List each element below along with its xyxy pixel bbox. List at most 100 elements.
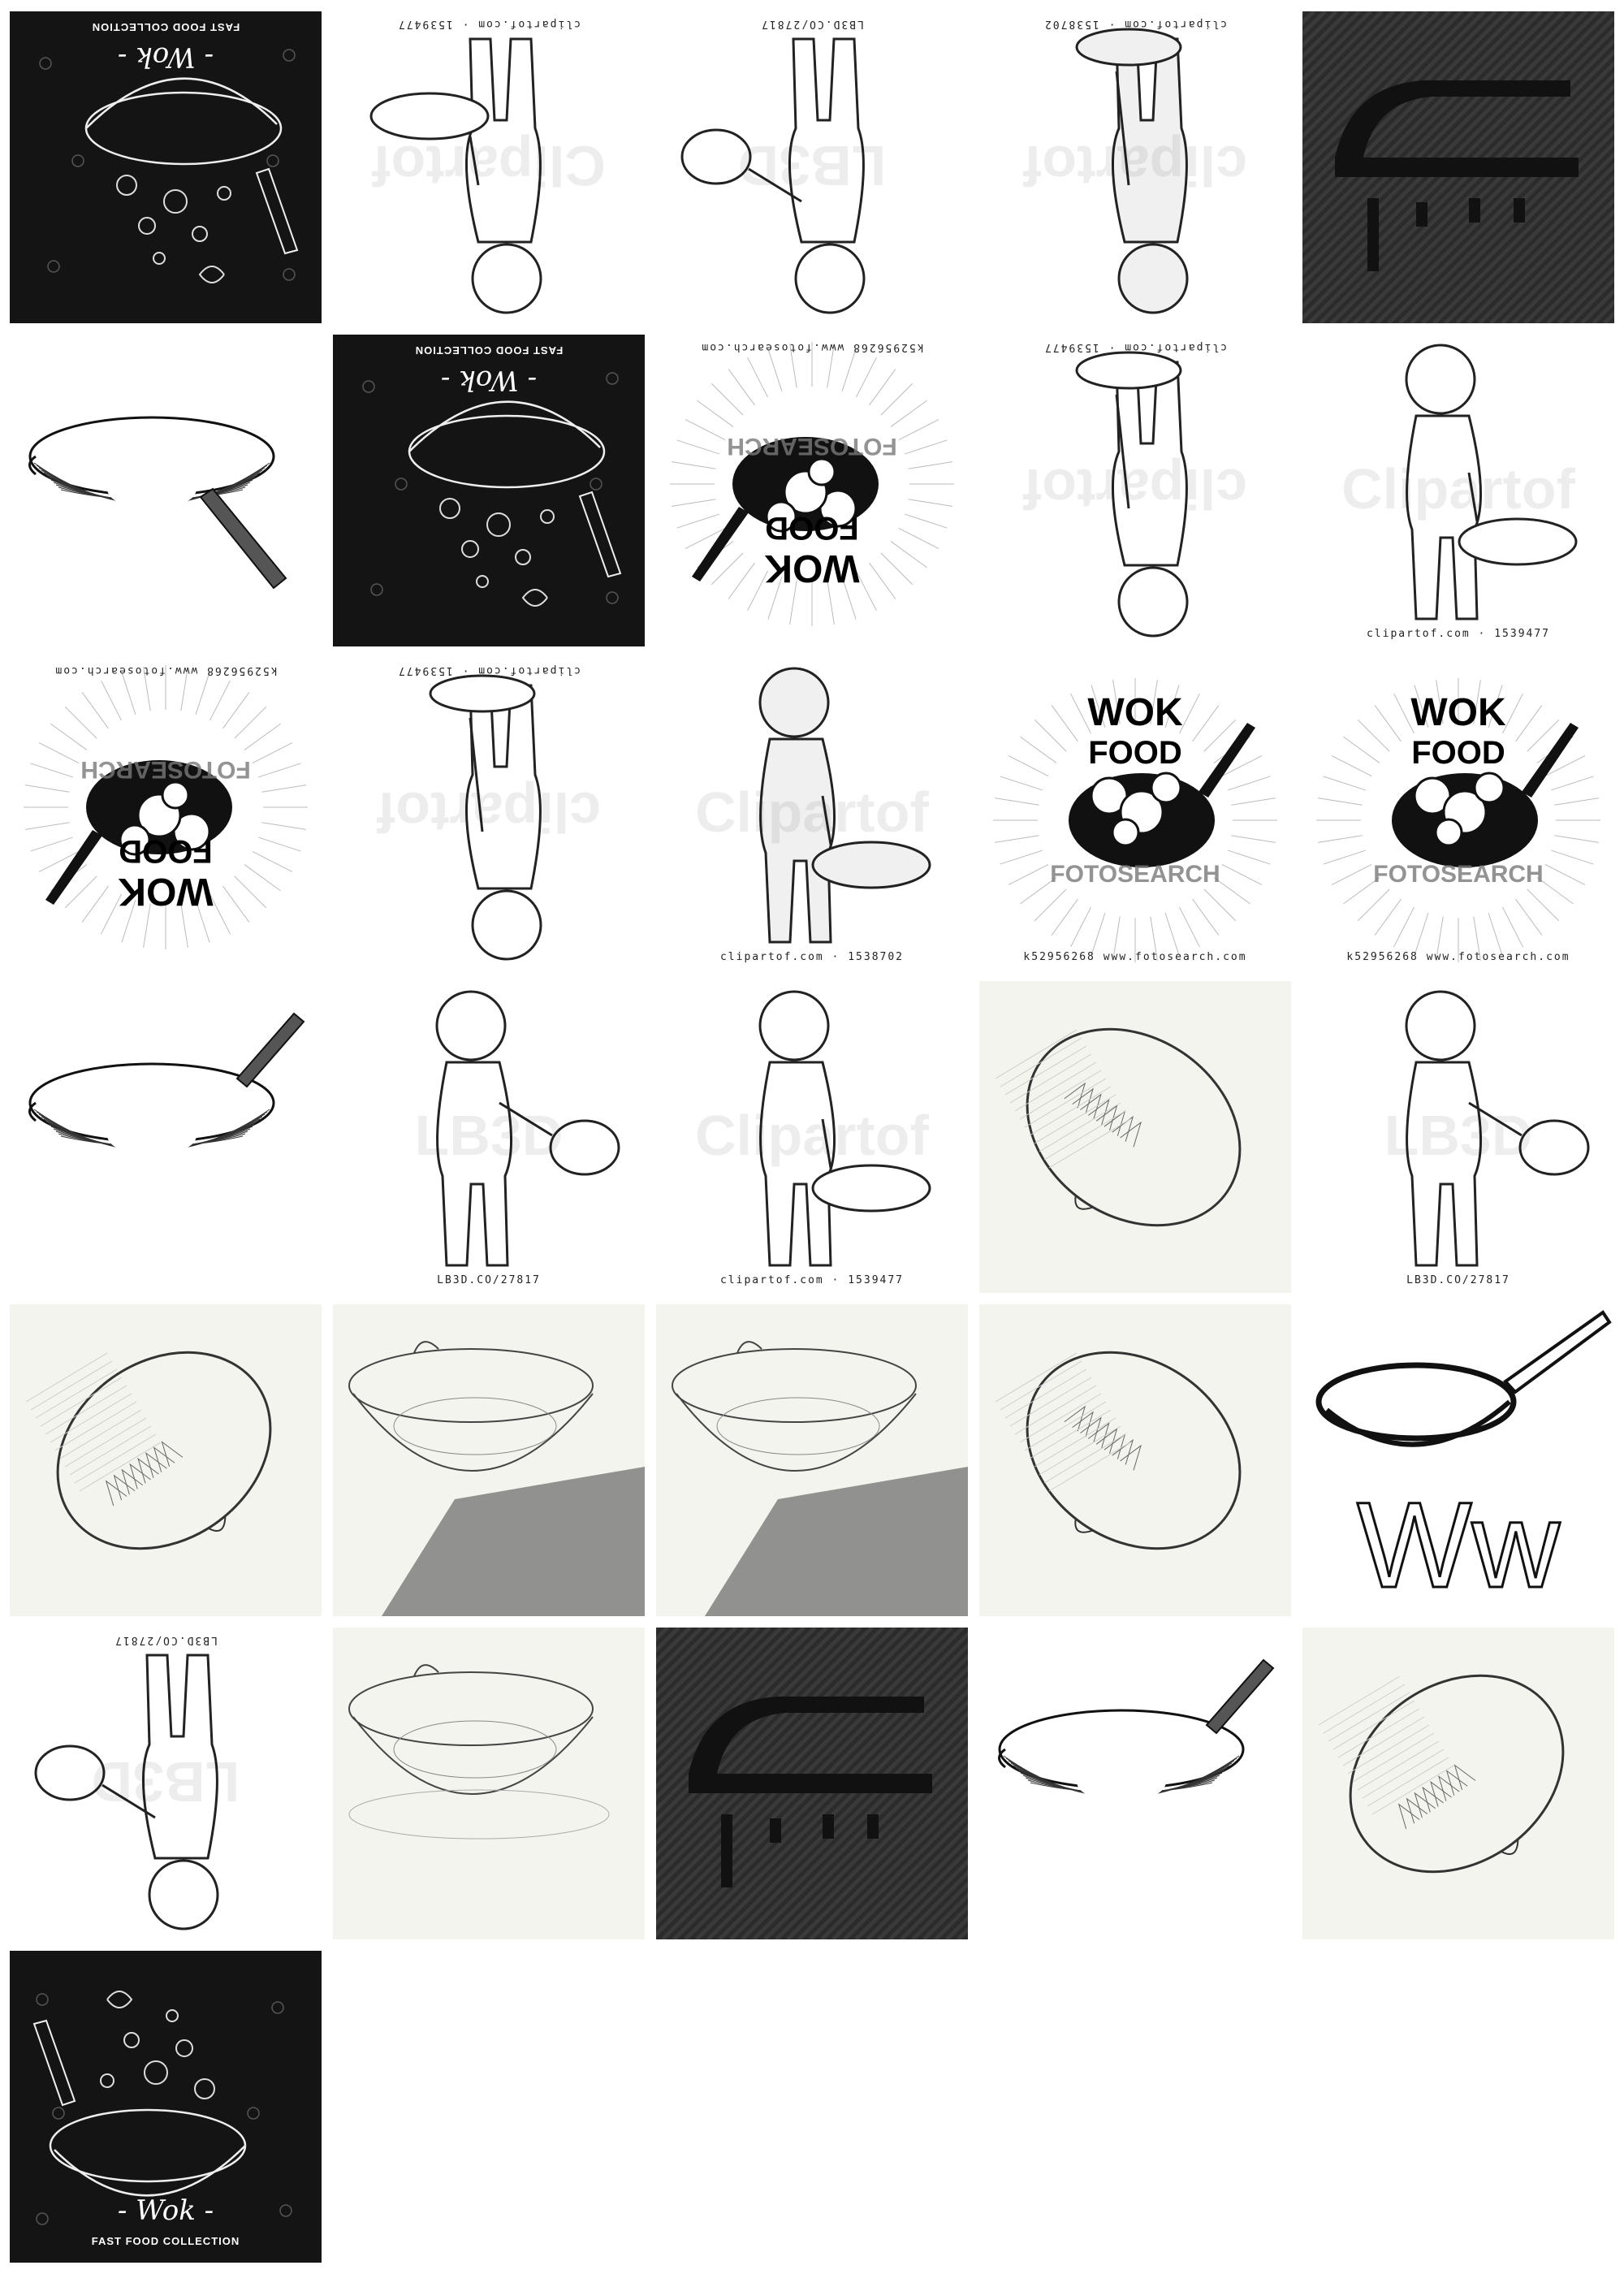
steam-line bbox=[1416, 202, 1427, 227]
wok-word: WOK bbox=[1302, 690, 1614, 735]
watermark-text: Clipartof bbox=[656, 1103, 968, 1168]
tile-art bbox=[656, 1628, 968, 1939]
steam-line bbox=[823, 1814, 834, 1839]
watermark-text: clipartof bbox=[979, 456, 1291, 521]
image-tile[interactable]: Ww bbox=[1302, 1304, 1614, 1616]
food-word: FOOD bbox=[979, 735, 1291, 772]
image-tile[interactable]: Clipartof clipartof.com · 1538702 bbox=[656, 658, 968, 970]
image-tile[interactable] bbox=[10, 981, 322, 1293]
image-tile[interactable] bbox=[656, 1628, 968, 1939]
chalk-title: - Wok - bbox=[10, 41, 322, 73]
image-caption: LB3D.CO/27817 bbox=[10, 1634, 322, 1646]
tile-background bbox=[979, 981, 1291, 1293]
image-caption: k52956268 www.fotosearch.com bbox=[10, 664, 322, 677]
image-tile[interactable]: clipartof clipartof.com · 1539477 bbox=[979, 335, 1291, 646]
image-tile[interactable]: clipartof clipartof.com · 1538702 bbox=[979, 11, 1291, 323]
steam-line bbox=[867, 1814, 879, 1839]
image-tile[interactable]: WOK FOOD FOTOSEARCH k52956268 www.fotosearc… bbox=[979, 658, 1291, 970]
image-tile[interactable] bbox=[333, 1628, 645, 1939]
wok-word: WOK bbox=[10, 869, 322, 914]
image-tile[interactable] bbox=[333, 1304, 645, 1616]
frying-pan bbox=[813, 1165, 930, 1211]
image-tile[interactable] bbox=[10, 335, 322, 646]
image-tile[interactable]: LB3D LB3D.CO/27817 bbox=[1302, 981, 1614, 1293]
image-caption: k52956268 www.fotosearch.com bbox=[979, 951, 1291, 963]
watermark-text: clipartof bbox=[979, 133, 1291, 198]
iron-base bbox=[1335, 158, 1579, 177]
tile-background bbox=[979, 1304, 1291, 1616]
figure-head bbox=[473, 891, 541, 959]
image-tile[interactable]: Clipartof clipartof.com · 1539477 bbox=[1302, 335, 1614, 646]
food-word: FOOD bbox=[656, 509, 968, 546]
image-tile[interactable]: - Wok - FAST FOOD COLLECTION bbox=[10, 11, 322, 323]
image-caption: k52956268 www.fotosearch.com bbox=[1302, 951, 1614, 963]
image-tile[interactable]: - Wok - FAST FOOD COLLECTION bbox=[333, 335, 645, 646]
steam-line bbox=[1514, 198, 1525, 223]
image-tile[interactable]: LB3D LB3D.CO/27817 bbox=[10, 1628, 322, 1939]
watermark-text: clipartof bbox=[333, 780, 645, 845]
watermark-text: Clipartof bbox=[1302, 456, 1614, 521]
image-tile[interactable]: Clipartof clipartof.com · 1539477 bbox=[656, 981, 968, 1293]
food-word: FOOD bbox=[10, 832, 322, 869]
chalk-title: - Wok - bbox=[333, 364, 645, 396]
image-caption: clipartof.com · 1539477 bbox=[979, 341, 1291, 353]
tile-art bbox=[1302, 1628, 1614, 1939]
image-caption: k52956268 www.fotosearch.com bbox=[656, 341, 968, 353]
image-tile[interactable] bbox=[979, 981, 1291, 1293]
food-piece bbox=[1475, 773, 1504, 802]
tile-art bbox=[656, 335, 968, 646]
figure-head bbox=[437, 992, 505, 1060]
watermark-text: FOTOSEARCH bbox=[979, 861, 1291, 888]
tile-art bbox=[333, 1628, 645, 1939]
alphabet-letters: Ww bbox=[1302, 1475, 1614, 1615]
image-tile[interactable]: WOK FOOD FOTOSEARCH k52956268 www.fotosearc… bbox=[1302, 658, 1614, 970]
tile-art bbox=[10, 335, 322, 646]
watermark-text: LB3D bbox=[10, 1749, 322, 1814]
highlight bbox=[107, 469, 197, 509]
tile-background bbox=[10, 1304, 322, 1616]
figure-head bbox=[1406, 992, 1475, 1060]
steam-line bbox=[1367, 198, 1379, 271]
image-tile[interactable] bbox=[1302, 1628, 1614, 1939]
watermark-text: Clipartof bbox=[333, 133, 645, 198]
image-tile[interactable] bbox=[10, 1304, 322, 1616]
image-tile[interactable]: WOK FOOD FOTOSEARCH k52956268 www.fotosearc… bbox=[656, 335, 968, 646]
image-tile[interactable]: - Wok - FAST FOOD COLLECTION bbox=[10, 1951, 322, 2263]
image-tile[interactable]: Clipartof clipartof.com · 1539477 bbox=[333, 11, 645, 323]
image-caption: clipartof.com · 1539477 bbox=[333, 18, 645, 30]
watermark-text: LB3D bbox=[333, 1103, 645, 1168]
steam-line bbox=[1469, 198, 1480, 223]
watermark-text: FOTOSEARCH bbox=[10, 755, 322, 783]
image-tile[interactable]: LB3D LB3D.CO/27817 bbox=[656, 11, 968, 323]
wok-word: WOK bbox=[979, 690, 1291, 735]
watermark-text: LB3D bbox=[656, 133, 968, 198]
frying-pan bbox=[1459, 519, 1576, 564]
food-piece bbox=[1112, 819, 1138, 845]
tile-art bbox=[1302, 11, 1614, 323]
image-caption: LB3D.CO/27817 bbox=[656, 18, 968, 30]
image-caption: LB3D.CO/27817 bbox=[333, 1274, 645, 1286]
food-piece bbox=[162, 782, 188, 808]
image-tile[interactable] bbox=[656, 1304, 968, 1616]
image-tile[interactable]: WOK FOOD FOTOSEARCH k52956268 www.fotosearc… bbox=[10, 658, 322, 970]
image-caption: clipartof.com · 1538702 bbox=[656, 951, 968, 963]
tile-art bbox=[10, 658, 322, 970]
image-tile[interactable] bbox=[979, 1304, 1291, 1616]
image-tile[interactable]: LB3D LB3D.CO/27817 bbox=[333, 981, 645, 1293]
figure-head bbox=[149, 1861, 218, 1929]
tile-art bbox=[10, 981, 322, 1293]
figure-head bbox=[1119, 244, 1187, 313]
food-piece bbox=[1436, 819, 1462, 845]
tile-art bbox=[979, 1304, 1291, 1616]
steam-line bbox=[770, 1818, 781, 1843]
chalk-subtitle: FAST FOOD COLLECTION bbox=[10, 2235, 322, 2247]
image-tile[interactable] bbox=[1302, 11, 1614, 323]
food-piece bbox=[1151, 773, 1181, 802]
food-word: FOOD bbox=[1302, 735, 1614, 772]
iron-base bbox=[689, 1774, 932, 1793]
food-piece bbox=[809, 459, 835, 485]
image-tile[interactable]: clipartof clipartof.com · 1539477 bbox=[333, 658, 645, 970]
watermark-text: LB3D bbox=[1302, 1103, 1614, 1168]
image-tile[interactable] bbox=[979, 1628, 1291, 1939]
